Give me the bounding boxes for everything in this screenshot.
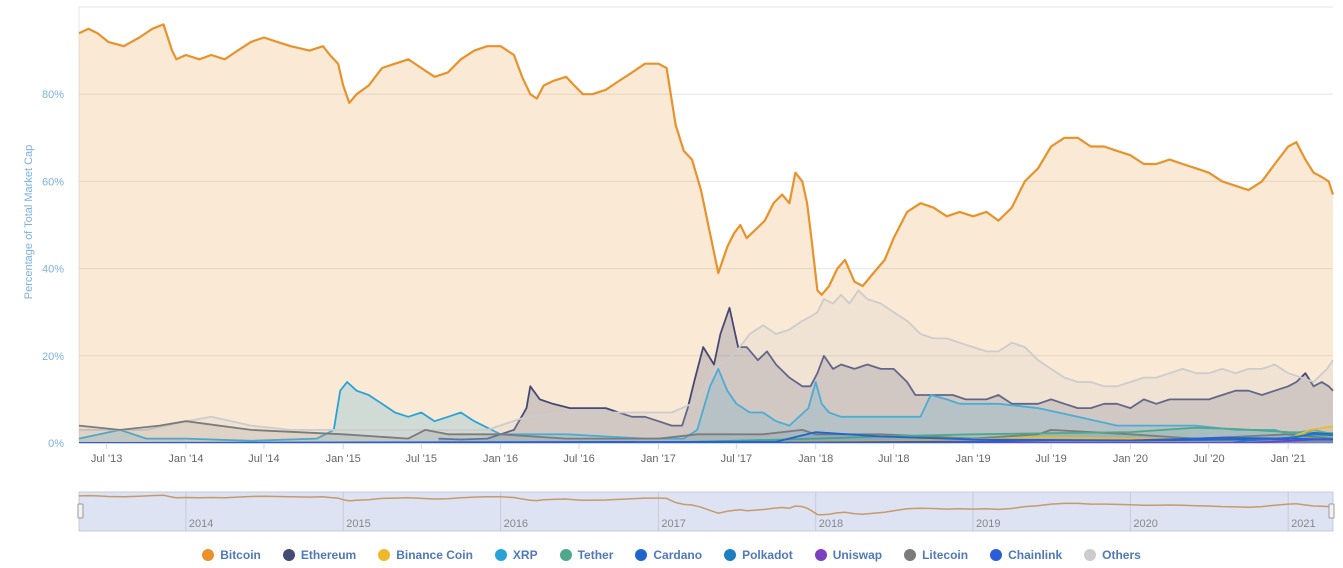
legend-marker <box>282 549 295 561</box>
x-tick-label: Jul '16 <box>563 453 594 465</box>
series-line-chainlink <box>78 436 1334 444</box>
series-area-xrp <box>79 368 1333 443</box>
y-tick-label: 0% <box>48 438 64 450</box>
legend-marker <box>559 549 572 561</box>
navigator-label: 2017 <box>661 518 685 530</box>
legend-marker <box>202 549 215 561</box>
legend-item-chainlink[interactable]: Chainlink <box>990 548 1062 562</box>
series-area-binance-coin <box>79 426 1333 443</box>
series-line-others <box>79 289 1334 431</box>
navigator-label: 2018 <box>819 518 843 530</box>
x-tick-label: Jan '16 <box>483 453 518 465</box>
legend: Bitcoin Ethereum Binance Coin XRP Tether Card… <box>0 544 1343 566</box>
legend-marker <box>814 549 827 561</box>
navigator-series-line <box>78 494 1334 516</box>
x-tick-label: Jan '21 <box>1271 453 1306 465</box>
x-tick-label: Jul '20 <box>1193 453 1224 465</box>
legend-label: Ethereum <box>300 548 357 562</box>
x-tick-label: Jan '14 <box>168 453 203 465</box>
navigator-label: 2016 <box>504 518 528 530</box>
legend-label: XRP <box>512 548 538 562</box>
legend-item-uniswap[interactable]: Uniswap <box>814 548 883 562</box>
series-area-bitcoin <box>79 24 1333 444</box>
legend-label: Bitcoin <box>220 548 261 562</box>
x-tick-label: Jul '13 <box>91 453 122 465</box>
series-line-litecoin <box>78 420 1334 440</box>
y-tick-label: 40% <box>42 264 64 276</box>
legend-item-cardano[interactable]: Cardano <box>635 548 702 562</box>
legend-label: Cardano <box>653 548 703 562</box>
legend-label: Tether <box>577 548 614 562</box>
x-tick-label: Jan '15 <box>326 453 361 465</box>
y-tick-label: 20% <box>42 351 64 363</box>
x-tick-label: Jul '19 <box>1035 453 1066 465</box>
legend-item-polkadot[interactable]: Polkadot <box>724 548 793 562</box>
legend-label: Others <box>1102 548 1141 562</box>
x-tick-label: Jan '20 <box>1113 453 1148 465</box>
legend-marker <box>494 549 507 561</box>
legend-item-binance-coin[interactable]: Binance Coin <box>378 548 473 562</box>
navigator-range <box>78 491 1334 532</box>
navigator-label: 2020 <box>1133 518 1157 530</box>
series-layer <box>78 23 1335 444</box>
legend-label: Litecoin <box>922 548 969 562</box>
navigator-right-handle[interactable] <box>1328 503 1335 519</box>
x-tick-label: Jul '14 <box>248 453 279 465</box>
legend-label: Polkadot <box>742 548 793 562</box>
navigator-label: 2021 <box>1291 518 1315 530</box>
x-tick-label: Jul '18 <box>878 453 909 465</box>
navigator-label: 2019 <box>976 518 1000 530</box>
legend-item-bitcoin[interactable]: Bitcoin <box>202 548 261 562</box>
legend-marker <box>1084 549 1097 561</box>
x-tick-label: Jan '18 <box>798 453 833 465</box>
series-area-ethereum <box>438 307 1333 443</box>
chart-svg: 0% 20% 40% 60% 80% Jul '13 Jan '14 Jul '14 Jan '… <box>23 6 1335 532</box>
legend-label: Uniswap <box>832 548 883 562</box>
navigator[interactable]: 2014 2015 2016 2017 2018 2019 2020 2021 <box>77 491 1335 532</box>
navigator-label: 2014 <box>189 518 213 530</box>
legend-item-others[interactable]: Others <box>1084 548 1141 562</box>
legend-marker <box>724 549 737 561</box>
legend-item-litecoin[interactable]: Litecoin <box>904 548 968 562</box>
series-line-bitcoin <box>78 23 1335 296</box>
legend-marker <box>635 549 648 561</box>
y-tick-label: 80% <box>42 89 64 101</box>
y-axis-title: Percentage of Total Market Cap <box>23 145 35 300</box>
navigator-left-handle[interactable] <box>77 503 84 519</box>
y-tick-label: 60% <box>42 176 64 188</box>
x-tick-label: Jan '17 <box>641 453 676 465</box>
legend-marker <box>990 549 1003 561</box>
x-tick-label: Jan '19 <box>955 453 990 465</box>
axis-layer: 0% 20% 40% 60% 80% Jul '13 Jan '14 Jul '14 Jan '… <box>42 89 1333 465</box>
legend-label: Chainlink <box>1008 548 1063 562</box>
series-line-ethereum <box>438 306 1334 441</box>
navigator-label: 2015 <box>346 518 370 530</box>
x-tick-label: Jul '17 <box>721 453 752 465</box>
legend-marker <box>378 549 391 561</box>
legend-label: Binance Coin <box>396 548 473 562</box>
series-area-others <box>79 290 1333 443</box>
legend-marker <box>904 549 917 561</box>
legend-item-xrp[interactable]: XRP <box>494 548 538 562</box>
legend-item-ethereum[interactable]: Ethereum <box>282 548 357 562</box>
series-line-xrp <box>78 368 1334 442</box>
x-tick-label: Jul '15 <box>406 453 437 465</box>
legend-item-tether[interactable]: Tether <box>559 548 614 562</box>
series-line-tether <box>78 426 1334 444</box>
